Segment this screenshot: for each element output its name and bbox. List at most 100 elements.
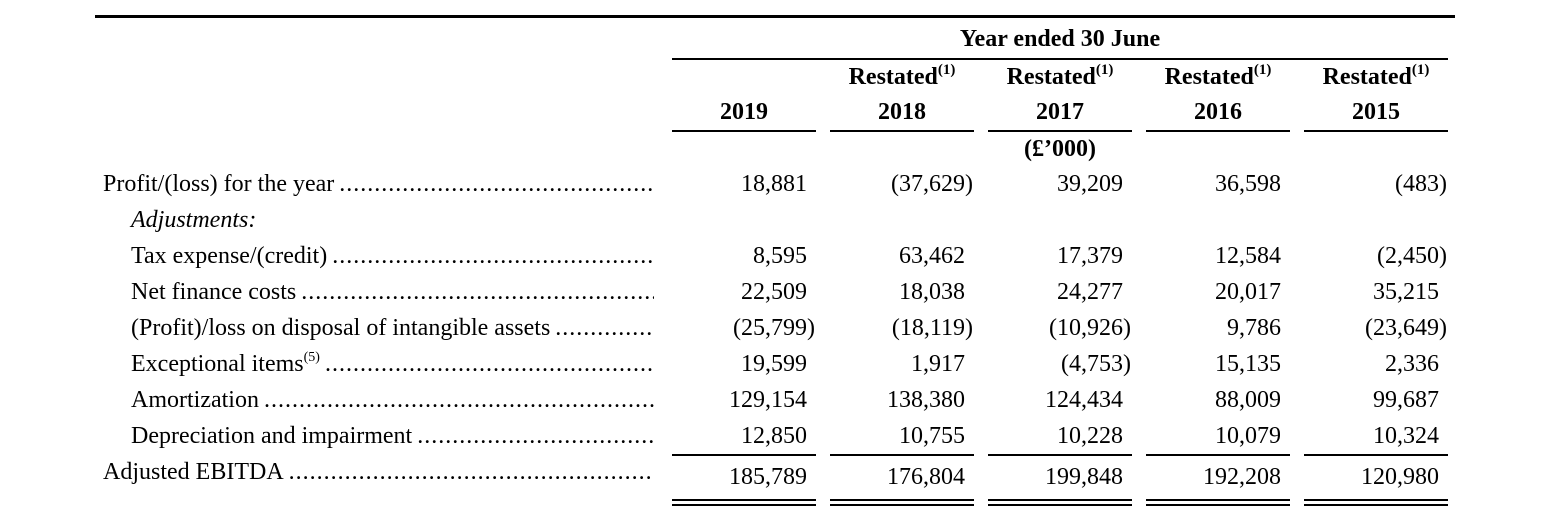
- cell-value: 10,755: [899, 423, 965, 449]
- table-year-header-row: 2019 2018 2017 2016 2015: [95, 94, 1448, 132]
- table-row: (Profit)/loss on disposal of intangible …: [95, 310, 1448, 346]
- spacer-cell: [672, 132, 816, 166]
- row-label: Adjustments:: [131, 207, 257, 233]
- table-row: Depreciation and impairment 12,850 10,75…: [95, 418, 1448, 454]
- cell-value: 138,380: [887, 387, 965, 413]
- cell-value: 124,434: [1045, 387, 1123, 413]
- row-label: Depreciation and impairment: [95, 418, 658, 454]
- cell-value: 36,598: [1215, 171, 1281, 197]
- year-header-2016: 2016: [1146, 94, 1290, 132]
- ebitda-reconciliation-table: Year ended 30 June Restated(1) Restated(…: [95, 15, 1455, 506]
- cell-value: 10,228: [1057, 423, 1123, 449]
- empty-cell: [1304, 202, 1448, 238]
- restated-label: Restated: [848, 64, 938, 90]
- cell-value: (10,926): [1049, 315, 1131, 341]
- cell-total-value: 120,980: [1304, 454, 1448, 506]
- table-row: Exceptional items(5) 19,599 1,917 (4,753…: [95, 346, 1448, 382]
- row-label: (Profit)/loss on disposal of intangible …: [95, 310, 658, 346]
- cell-value: 15,135: [1215, 351, 1281, 377]
- cell-value: 9,786: [1227, 315, 1281, 341]
- restated-label: Restated: [1322, 64, 1412, 90]
- cell-value: 129,154: [729, 387, 807, 413]
- restated-header-2016: Restated(1): [1146, 60, 1290, 94]
- year-header-2015: 2015: [1304, 94, 1448, 132]
- row-label: Exceptional items(5): [95, 346, 658, 382]
- spacer-cell: [95, 18, 658, 60]
- dot-leader: [301, 274, 654, 310]
- spacer-cell: [95, 132, 658, 166]
- dot-leader: [325, 346, 654, 382]
- cell-value: 35,215: [1373, 279, 1439, 305]
- row-label: Profit/(loss) for the year: [95, 166, 658, 202]
- empty-cell: [988, 202, 1132, 238]
- cell-total-value: 199,848: [988, 454, 1132, 506]
- cell-total-value: 176,804: [830, 454, 974, 506]
- table-top-rule: [95, 15, 1455, 18]
- year-header-2017: 2017: [988, 94, 1132, 132]
- dot-leader: [417, 418, 654, 454]
- units-label: (£’000): [1024, 136, 1096, 162]
- year-header-2019: 2019: [672, 94, 816, 132]
- row-label: Net finance costs: [95, 274, 658, 310]
- restated-blank-2019: [672, 60, 816, 94]
- restated-label: Restated: [1006, 64, 1096, 90]
- cell-value: 10,324: [1373, 423, 1439, 449]
- year-header-2018: 2018: [830, 94, 974, 132]
- footnote-ref-1: (1): [937, 62, 956, 78]
- dot-leader: [289, 454, 654, 490]
- cell-value: 2,336: [1385, 351, 1439, 377]
- table-row: Tax expense/(credit) 8,595 63,462 17,379…: [95, 238, 1448, 274]
- cell-value: 39,209: [1057, 171, 1123, 197]
- dot-leader: [264, 382, 654, 418]
- cell-value: 17,379: [1057, 243, 1123, 269]
- cell-value: 10,079: [1215, 423, 1281, 449]
- restated-header-2018: Restated(1): [830, 60, 974, 94]
- cell-value: (18,119): [891, 315, 973, 341]
- dot-leader: [332, 238, 654, 274]
- table-restated-row: Restated(1) Restated(1) Restated(1) Rest…: [95, 60, 1448, 94]
- cell-value: (4,753): [1061, 351, 1131, 377]
- row-label: Tax expense/(credit): [95, 238, 658, 274]
- table-row: Profit/(loss) for the year 18,881 (37,62…: [95, 166, 1448, 202]
- restated-header-2017: Restated(1): [988, 60, 1132, 94]
- cell-value: (37,629): [891, 171, 973, 197]
- restated-header-2015: Restated(1): [1304, 60, 1448, 94]
- cell-value: 99,687: [1373, 387, 1439, 413]
- footnote-ref-1: (1): [1253, 62, 1272, 78]
- cell-value: 12,850: [741, 423, 807, 449]
- table-row: Amortization 129,154 138,380 124,434 88,…: [95, 382, 1448, 418]
- table-units-row: (£’000): [95, 132, 1448, 166]
- spacer-cell: [1304, 132, 1448, 166]
- spacer-cell: [95, 94, 658, 132]
- cell-total-value: 185,789: [672, 454, 816, 506]
- dot-leader: [339, 166, 654, 202]
- row-label: Amortization: [95, 382, 658, 418]
- cell-value: (23,649): [1365, 315, 1447, 341]
- table-row: Net finance costs 22,509 18,038 24,277 2…: [95, 274, 1448, 310]
- cell-value: 12,584: [1215, 243, 1281, 269]
- footnote-ref-1: (1): [1095, 62, 1114, 78]
- cell-value: 18,881: [741, 171, 807, 197]
- footnote-ref-5: (5): [303, 350, 320, 365]
- cell-value: 22,509: [741, 279, 807, 305]
- cell-value: 8,595: [753, 243, 807, 269]
- table-total-row: Adjusted EBITDA 185,789 176,804 199,848 …: [95, 454, 1448, 506]
- table-row: Adjustments:: [95, 202, 1448, 238]
- cell-value: 1,917: [911, 351, 965, 377]
- spanner-label: Year ended 30 June: [672, 18, 1448, 60]
- cell-value: 19,599: [741, 351, 807, 377]
- cell-total-value: 192,208: [1146, 454, 1290, 506]
- cell-value: 88,009: [1215, 387, 1281, 413]
- footnote-ref-1: (1): [1411, 62, 1430, 78]
- spacer-cell: [1146, 132, 1290, 166]
- spacer-cell: [830, 132, 974, 166]
- empty-cell: [1146, 202, 1290, 238]
- cell-value: 63,462: [899, 243, 965, 269]
- empty-cell: [672, 202, 816, 238]
- cell-value: 18,038: [899, 279, 965, 305]
- row-label: Adjusted EBITDA: [95, 454, 658, 506]
- table-header-spanner-row: Year ended 30 June: [95, 18, 1448, 60]
- dot-leader: [555, 310, 654, 346]
- cell-value: (2,450): [1377, 243, 1447, 269]
